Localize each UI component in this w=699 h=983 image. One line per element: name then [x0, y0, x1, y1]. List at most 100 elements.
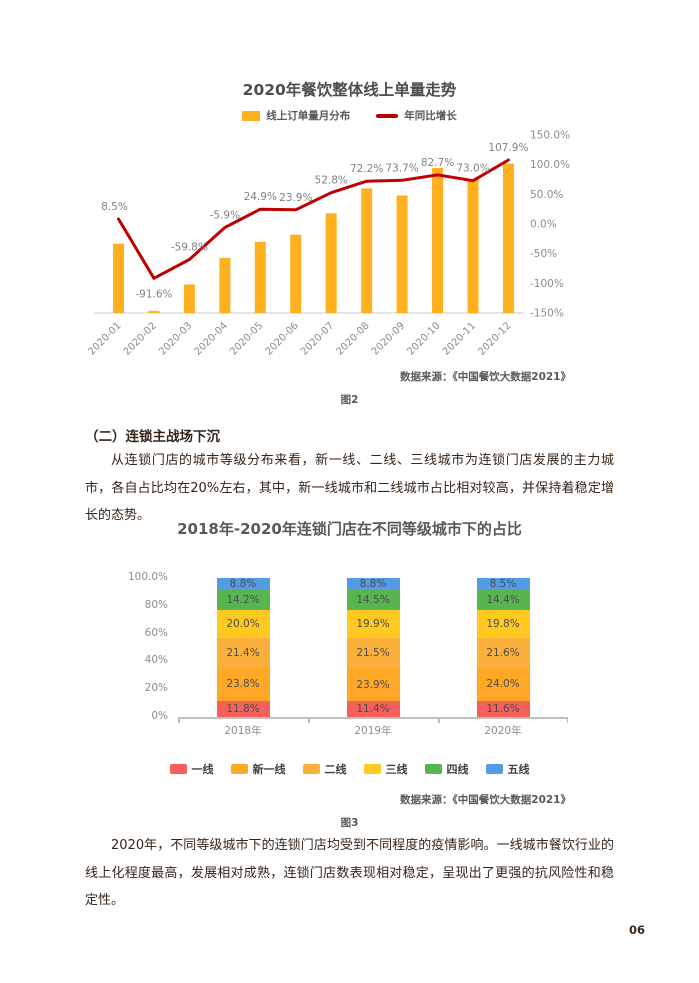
chart2-axis-tick: [438, 717, 440, 723]
segment-五线: 8.5%: [476, 578, 530, 590]
section-heading: （二）连锁主战场下沉: [85, 429, 220, 445]
segment-二线: 21.4%: [216, 637, 270, 668]
yoy-data-label: 72.2%: [350, 163, 383, 175]
yoy-data-label: 23.9%: [279, 192, 312, 204]
chart1-x-label: 2020-02: [122, 320, 159, 357]
chart2-legend-label: 一线: [191, 763, 214, 776]
right-axis-tick: 50.0%: [530, 189, 563, 201]
bar-2020-07: [325, 213, 337, 313]
chart1-x-label: 2020-09: [370, 320, 407, 357]
chart2-legend-item-新一线: 新一线: [230, 761, 286, 777]
chart1-plot: 150.0% 100.0% 50.0% 0.0% -50% -100% -150% 8.5% -…: [86, 130, 570, 358]
segment-四线: 14.4%: [476, 589, 530, 610]
legend-swatch-icon: [363, 764, 381, 774]
chart2-legend-label: 三线: [385, 763, 408, 776]
yoy-data-label: -91.6%: [135, 288, 172, 300]
stacked-bar-2019年: 11.4% 23.9% 21.5% 19.9% 14.5% 8.8%: [346, 578, 400, 717]
chart2-axis-tick: [178, 717, 180, 723]
bar-2020-06: [290, 234, 302, 313]
right-axis-tick: 100.0%: [530, 159, 570, 171]
segment-五线: 8.8%: [216, 578, 270, 591]
stacked-bar-2020年: 11.6% 24.0% 21.6% 19.8% 14.4% 8.5%: [476, 578, 530, 717]
bar-2020-05: [254, 241, 266, 313]
chart2-legend-label: 二线: [324, 763, 347, 776]
segment-value-label: 11.8%: [226, 702, 260, 715]
chart2-legend: 一线 新一线 二线 三线 四线 五线: [85, 761, 614, 777]
chart1-x-label: 2020-07: [299, 320, 336, 357]
segment-二线: 21.5%: [346, 638, 400, 668]
chart2-x-label: 2020年: [484, 725, 522, 737]
segment-value-label: 14.5%: [356, 594, 390, 607]
figure3-caption: 图3: [340, 817, 359, 829]
chart1-x-label: 2020-03: [157, 320, 194, 357]
bar-2020-01: [113, 243, 124, 313]
segment-value-label: 14.4%: [486, 593, 520, 606]
chart1-title: 2020年餐饮整体线上单量走势: [242, 81, 457, 99]
paragraph-2: 2020年，不同等级城市下的连锁门店均受到不同程度的疫情影响。一线城市餐饮行业的…: [85, 838, 614, 908]
chart2-legend-item-五线: 五线: [485, 761, 530, 777]
chart2-axis-tick: [566, 717, 568, 723]
segment-value-label: 8.8%: [359, 578, 387, 591]
segment-三线: 20.0%: [216, 610, 270, 638]
segment-五线: 8.8%: [346, 578, 400, 591]
chart1-legend-label: 线上订单量月分布: [266, 110, 351, 122]
segment-四线: 14.2%: [216, 590, 270, 610]
chart1-x-label: 2020-11: [441, 320, 478, 357]
chart2-x-label: 2018年: [224, 725, 262, 737]
line-swatch-icon: [376, 113, 399, 118]
chart2-title: 2018年-2020年连锁门店在不同等级城市下的占比: [177, 520, 522, 538]
segment-四线: 14.5%: [346, 590, 400, 611]
yoy-data-label: 24.9%: [244, 191, 277, 203]
segment-value-label: 21.5%: [356, 647, 390, 659]
bar-2020-08: [361, 188, 373, 313]
chart1-x-label: 2020-12: [476, 320, 513, 357]
yoy-data-label: -59.8%: [171, 241, 208, 253]
chart1-x-label: 2020-08: [334, 320, 371, 357]
segment-value-label: 23.8%: [226, 678, 260, 691]
yoy-data-label: 8.5%: [101, 201, 128, 213]
figure2-caption: 图2: [340, 394, 359, 406]
chart2-y-tick: 0%: [151, 710, 168, 722]
segment-value-label: 11.6%: [486, 702, 520, 715]
legend-swatch-icon: [485, 764, 503, 774]
chart1-x-label: 2020-04: [193, 320, 230, 357]
yoy-data-label: 107.9%: [488, 142, 528, 154]
chart2-legend-label: 四线: [446, 763, 469, 776]
chart2-y-tick: 40%: [144, 654, 168, 667]
segment-value-label: 11.4%: [356, 703, 390, 716]
bar-2020-03: [183, 284, 195, 313]
yoy-data-label: -5.9%: [210, 210, 240, 222]
segment-新一线: 23.8%: [216, 667, 270, 701]
chart2-y-tick: 20%: [144, 682, 168, 695]
chart1-legend: 线上订单量月分布 年同比增长: [0, 108, 699, 123]
paragraph-1: 从连锁门店的城市等级分布来看，新一线、二线、三线城市为连锁门店发展的主力城市，各…: [85, 453, 614, 523]
segment-value-label: 20.0%: [226, 617, 260, 630]
chart2-legend-item-二线: 二线: [302, 761, 347, 777]
chart2-y-tick: 80%: [144, 598, 168, 611]
bar-2020-11: [467, 179, 479, 313]
segment-三线: 19.9%: [346, 610, 400, 639]
segment-value-label: 21.4%: [226, 646, 260, 659]
chart2-source: 数据来源：《中国餐饮大数据2021》: [400, 794, 571, 806]
chart1-legend-label: 年同比增长: [404, 110, 457, 122]
bar-2020-10: [432, 167, 444, 313]
bar-2020-09: [396, 195, 408, 313]
bar-2020-02: [148, 310, 160, 313]
chart1-x-label: 2020-10: [405, 320, 442, 357]
segment-value-label: 8.5%: [489, 578, 517, 590]
chart2-legend-label: 新一线: [252, 763, 286, 776]
yoy-growth-line: [117, 158, 510, 280]
yoy-data-label: 73.7%: [385, 162, 418, 174]
chart2-x-axis: [178, 717, 568, 719]
chart2-legend-item-四线: 四线: [424, 761, 469, 777]
right-axis-tick: -50%: [530, 248, 557, 260]
right-axis-tick: 150.0%: [530, 130, 570, 142]
right-axis-tick: -150%: [530, 308, 564, 320]
chart1-x-label: 2020-05: [228, 320, 265, 357]
chart1-legend-item-0: 线上订单量月分布: [242, 108, 350, 123]
legend-swatch-icon: [230, 764, 248, 774]
segment-value-label: 21.6%: [486, 646, 520, 659]
yoy-data-label: 82.7%: [421, 157, 454, 169]
chart2-axis-tick: [308, 717, 310, 723]
chart2-legend-item-一线: 一线: [169, 761, 214, 777]
